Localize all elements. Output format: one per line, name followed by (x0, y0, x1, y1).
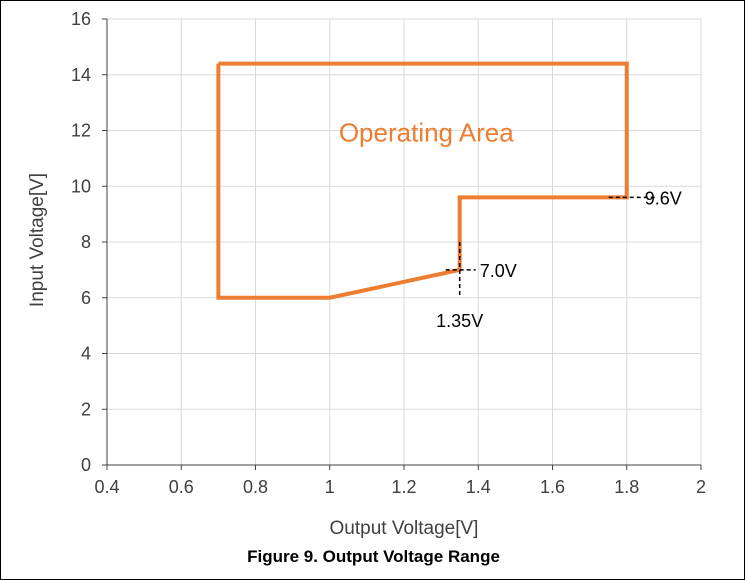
annotation-7-0v: 7.0V (480, 261, 517, 281)
y-axis-title: Input Voltage[V] (27, 173, 48, 307)
y-tick-label: 14 (71, 65, 91, 85)
figure-caption: Figure 9. Output Voltage Range (247, 547, 500, 566)
y-tick-label: 12 (71, 121, 91, 141)
x-tick-label: 0.8 (243, 477, 268, 497)
x-tick-label: 1.4 (466, 477, 491, 497)
x-tick-label: 1.6 (540, 477, 565, 497)
operating-area-boundary (216, 61, 629, 300)
annotation-9-6v: 9.6V (645, 188, 682, 208)
x-tick-label: 1.8 (614, 477, 639, 497)
annotation-1-35v: 1.35V (436, 311, 483, 331)
x-tick-label: 2 (696, 477, 706, 497)
y-tick-label: 2 (81, 399, 91, 419)
tick-labels: 0.4 0.6 0.8 1 1.2 1.4 1.6 1.8 2 0 2 4 6 8 10 12 14 16 (71, 9, 706, 497)
x-tick-label: 1 (325, 477, 335, 497)
y-tick-label: 6 (81, 288, 91, 308)
annotations: 9.6V 7.0V 1.35V (436, 188, 682, 330)
operating-area-label: Operating Area (339, 118, 514, 148)
grid (107, 18, 702, 465)
series (216, 61, 629, 300)
x-tick-label: 1.2 (391, 477, 416, 497)
axes (102, 18, 702, 470)
y-tick-label: 10 (71, 176, 91, 196)
y-tick-label: 4 (81, 344, 91, 364)
x-tick-label: 0.6 (169, 477, 194, 497)
y-tick-label: 8 (81, 232, 91, 252)
x-axis-title: Output Voltage[V] (330, 518, 479, 539)
x-tick-label: 0.4 (94, 477, 119, 497)
y-tick-label: 16 (71, 9, 91, 29)
y-tick-label: 0 (81, 455, 91, 475)
